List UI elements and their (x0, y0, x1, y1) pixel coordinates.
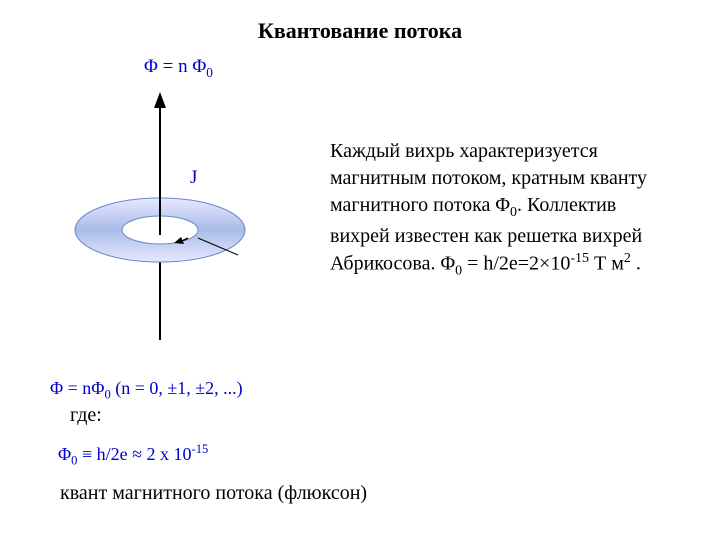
formula-quantization: Φ = nΦ0 (n = 0, ±1, ±2, ...) (50, 378, 243, 403)
arrow-head (154, 92, 166, 108)
fluxon-label: квант магнитного потока (флюксон) (60, 482, 367, 505)
flux-diagram (50, 80, 310, 350)
ring-svg (50, 80, 310, 360)
flux-label: Φ = n Φ0 (144, 56, 213, 81)
page-title: Квантование потока (0, 18, 720, 44)
body-text: Каждый вихрь характеризуется магнитным п… (330, 138, 680, 281)
where-label: где: (70, 404, 102, 427)
j-label: J (190, 167, 197, 189)
formula-flux-quantum: Φ0 ≡ h/2e ≈ 2 x 10-15 (58, 442, 208, 469)
